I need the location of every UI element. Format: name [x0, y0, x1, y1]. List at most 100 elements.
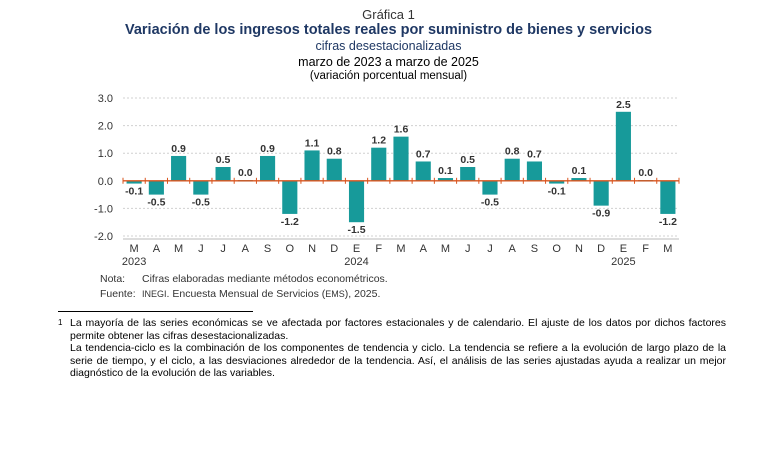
x-tick-label: E [353, 243, 360, 255]
chart-title: Variación de los ingresos totales reales… [124, 22, 653, 38]
data-label: -1.2 [659, 216, 677, 228]
data-label: 1.1 [305, 137, 320, 149]
bar [549, 180, 565, 184]
x-tick-label: J [465, 243, 471, 255]
bar [504, 158, 520, 181]
y-tick-label: 3.0 [98, 93, 113, 105]
bar [393, 136, 409, 181]
bar [193, 180, 209, 195]
x-tick-label: J [198, 243, 204, 255]
data-label: 0.1 [572, 165, 587, 177]
y-tick-label: -2.0 [94, 231, 113, 243]
x-tick-label: F [375, 243, 382, 255]
bar [126, 180, 142, 184]
note-text: Cifras elaboradas mediante métodos econo… [142, 273, 388, 285]
note-label: Nota: [100, 273, 126, 285]
bar [571, 178, 587, 181]
bar [148, 180, 164, 195]
data-label: 0.1 [438, 165, 453, 177]
bar [460, 167, 476, 181]
source-org: INEGI [142, 289, 167, 299]
chart-subtitle: cifras desestacionalizadas [315, 39, 462, 53]
footnote-paragraph-2: La tendencia-ciclo es la combinación de … [70, 342, 726, 379]
source-abbr: EMS [325, 289, 345, 299]
x-tick-label: N [575, 243, 583, 255]
source-mid: . Encuesta Mensual de Servicios ( [166, 288, 326, 300]
bar [371, 147, 387, 181]
x-tick-label: A [420, 243, 428, 255]
data-label: 0.5 [216, 154, 231, 166]
x-tick-label: D [597, 243, 605, 255]
x-tick-label: J [220, 243, 226, 255]
footnote-mark: 1 [58, 318, 63, 327]
bar [326, 158, 342, 181]
data-label: 0.7 [416, 148, 431, 160]
bar [660, 180, 676, 214]
data-label: 2.5 [616, 99, 631, 111]
data-label: -0.5 [147, 197, 165, 209]
bar [304, 150, 320, 181]
x-tick-label: M [663, 243, 672, 255]
x-tick-label: S [531, 243, 538, 255]
bar [482, 180, 498, 195]
data-label: 0.7 [527, 148, 542, 160]
bar [215, 167, 231, 181]
data-label: -0.1 [125, 186, 143, 198]
data-label: 1.6 [394, 124, 409, 136]
data-label: -0.1 [548, 186, 566, 198]
year-label: 2024 [344, 256, 368, 268]
y-tick-label: -1.0 [94, 203, 113, 215]
x-tick-label: M [441, 243, 450, 255]
bar-chart: -0.1 -0.5 0.9 -0.5 0.5 0.0 0.9 -1.2 1.1 0.8 -1.5 1.… [94, 93, 680, 268]
year-label: 2023 [122, 256, 146, 268]
x-tick-label: N [308, 243, 316, 255]
bar [415, 161, 431, 181]
data-label: 0.0 [238, 167, 253, 179]
footnote-divider [58, 311, 253, 312]
data-label: -0.5 [481, 197, 499, 209]
bar [282, 180, 298, 214]
x-tick-label: J [487, 243, 493, 255]
x-tick-label: D [330, 243, 338, 255]
x-tick-label: M [396, 243, 405, 255]
x-tick-label: M [174, 243, 183, 255]
y-tick-label: 2.0 [98, 121, 113, 133]
x-tick-label: A [153, 243, 161, 255]
y-tick-label: 0.0 [98, 176, 113, 188]
footnote: 1 La mayoría de las series económicas se… [58, 317, 726, 380]
source-label: Fuente: [100, 288, 136, 300]
note-line: Nota: Cifras elaboradas mediante métodos … [100, 273, 388, 285]
y-tick-label: 1.0 [98, 148, 113, 160]
chart-units: (variación porcentual mensual) [309, 70, 468, 82]
data-label: 0.0 [638, 167, 653, 179]
data-label: 0.8 [505, 146, 520, 158]
x-tick-label: E [620, 243, 627, 255]
x-tick-label: A [509, 243, 517, 255]
bar [171, 155, 187, 181]
chart-period: marzo de 2023 a marzo de 2025 [298, 55, 479, 69]
data-label: -1.5 [347, 224, 365, 236]
bar [593, 180, 609, 206]
bar [259, 155, 276, 181]
data-label: 0.5 [460, 154, 475, 166]
data-label: 1.2 [371, 135, 386, 147]
x-tick-label: O [286, 243, 295, 255]
figure-label: Gráfica 1 [362, 7, 415, 22]
data-label: 0.8 [327, 146, 342, 158]
data-label: 0.9 [260, 143, 275, 155]
bar [348, 180, 365, 223]
footnote-paragraph-1: La mayoría de las series económicas se v… [70, 317, 726, 342]
bar [437, 178, 454, 181]
source-line: Fuente: INEGI. Encuesta Mensual de Servic… [100, 288, 380, 300]
data-label: -1.2 [281, 216, 299, 228]
x-tick-label: S [264, 243, 271, 255]
bar [615, 111, 631, 181]
bar [526, 161, 543, 181]
x-tick-label: M [130, 243, 139, 255]
year-label: 2025 [611, 256, 635, 268]
source-end: ), 2025. [344, 288, 381, 300]
x-tick-label: F [642, 243, 649, 255]
data-label: 0.9 [171, 143, 186, 155]
x-tick-label: A [242, 243, 250, 255]
data-label: -0.9 [592, 208, 610, 220]
